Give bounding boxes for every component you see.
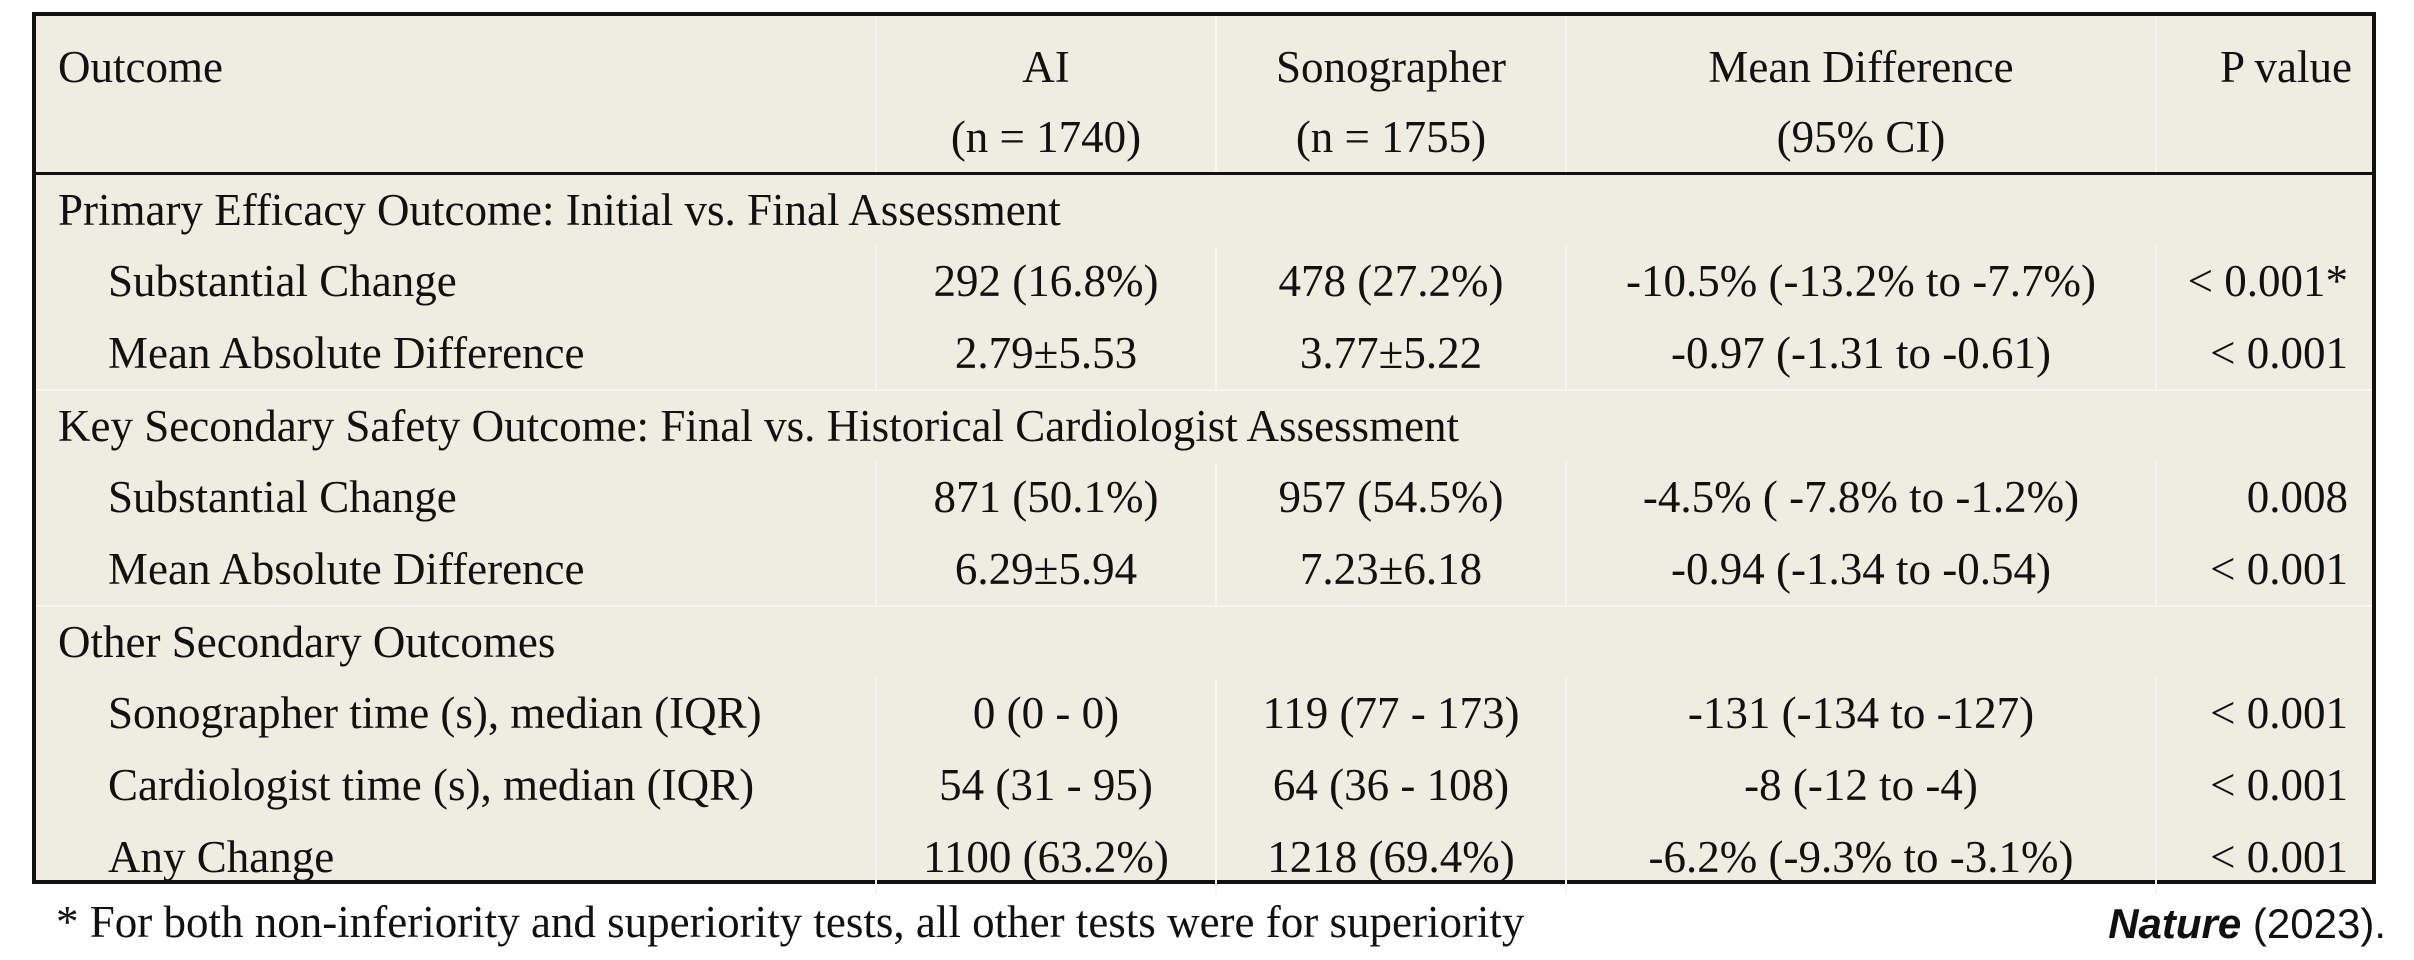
cell-sonographer: 7.23±6.18 bbox=[1215, 533, 1566, 606]
header-outcome: Outcome bbox=[36, 16, 876, 175]
header-row: Outcome AI (n = 1740) Sonographer (n = 1… bbox=[36, 16, 2372, 175]
cell-p-value: < 0.001* bbox=[2155, 245, 2372, 318]
section-title: Primary Efficacy Outcome: Initial vs. Fi… bbox=[36, 172, 2372, 246]
cell-ai: 0 (0 - 0) bbox=[875, 677, 1216, 750]
row-label: Sonographer time (s), median (IQR) bbox=[108, 688, 762, 738]
cell-p-value: < 0.001 bbox=[2155, 533, 2372, 606]
row-label: Mean Absolute Difference bbox=[108, 543, 585, 594]
header-mean-difference-ci: (95% CI) bbox=[1776, 112, 1946, 162]
cell-sonographer: 478 (27.2%) bbox=[1215, 245, 1566, 318]
header-mean-difference-label: Mean Difference bbox=[1708, 42, 2014, 92]
section-title: Other Secondary Outcomes bbox=[36, 604, 2372, 678]
table-row: Substantial Change 871 (50.1%) 957 (54.5… bbox=[36, 461, 2372, 534]
citation-year: (2023). bbox=[2241, 900, 2386, 947]
table-row: Substantial Change 292 (16.8%) 478 (27.2… bbox=[36, 245, 2372, 318]
cell-sonographer: 64 (36 - 108) bbox=[1215, 749, 1566, 822]
cell-mean-difference: -131 (-134 to -127) bbox=[1565, 677, 2156, 750]
table-row: Mean Absolute Difference 2.79±5.53 3.77±… bbox=[36, 317, 2372, 390]
cell-ai: 292 (16.8%) bbox=[875, 245, 1216, 318]
table-row: Cardiologist time (s), median (IQR) 54 (… bbox=[36, 749, 2372, 822]
header-sonographer-n: (n = 1755) bbox=[1295, 112, 1487, 162]
cell-mean-difference: -0.97 (-1.31 to -0.61) bbox=[1565, 317, 2156, 390]
cell-ai: 6.29±5.94 bbox=[875, 533, 1216, 606]
cell-sonographer: 119 (77 - 173) bbox=[1215, 677, 1566, 750]
cell-p-value: < 0.001 bbox=[2155, 821, 2372, 894]
row-label: Substantial Change bbox=[108, 472, 457, 522]
cell-ai: 871 (50.1%) bbox=[875, 461, 1216, 534]
cell-ai: 2.79±5.53 bbox=[875, 317, 1216, 390]
section-header-row: Other Secondary Outcomes bbox=[36, 604, 2372, 678]
section-header-row: Key Secondary Safety Outcome: Final vs. … bbox=[36, 388, 2372, 462]
header-ai-label: AI bbox=[1022, 42, 1070, 92]
cell-p-value: < 0.001 bbox=[2155, 749, 2372, 822]
row-label: Cardiologist time (s), median (IQR) bbox=[108, 760, 755, 810]
header-p-value: P value bbox=[2155, 16, 2372, 175]
header-ai-n: (n = 1740) bbox=[950, 112, 1142, 162]
citation-journal: Nature bbox=[2108, 900, 2242, 947]
table-row: Any Change 1100 (63.2%) 1218 (69.4%) -6.… bbox=[36, 821, 2372, 894]
row-label: Substantial Change bbox=[108, 256, 457, 306]
section-header-row: Primary Efficacy Outcome: Initial vs. Fi… bbox=[36, 172, 2372, 246]
header-mean-difference: Mean Difference (95% CI) bbox=[1565, 16, 2156, 175]
table-footnote: * For both non-inferiority and superiori… bbox=[56, 897, 1525, 947]
cell-mean-difference: -4.5% ( -7.8% to -1.2%) bbox=[1565, 461, 2156, 534]
table-row: Sonographer time (s), median (IQR) 0 (0 … bbox=[36, 677, 2372, 750]
header-sonographer-label: Sonographer bbox=[1276, 42, 1506, 92]
citation: Nature (2023). bbox=[2108, 900, 2386, 948]
cell-sonographer: 957 (54.5%) bbox=[1215, 461, 1566, 534]
cell-p-value: < 0.001 bbox=[2155, 677, 2372, 750]
cell-mean-difference: -10.5% (-13.2% to -7.7%) bbox=[1565, 245, 2156, 318]
cell-mean-difference: -0.94 (-1.34 to -0.54) bbox=[1565, 533, 2156, 606]
cell-ai: 1100 (63.2%) bbox=[875, 821, 1216, 894]
cell-sonographer: 3.77±5.22 bbox=[1215, 317, 1566, 390]
cell-sonographer: 1218 (69.4%) bbox=[1215, 821, 1566, 894]
results-table-container: Outcome AI (n = 1740) Sonographer (n = 1… bbox=[32, 12, 2376, 894]
results-table: Outcome AI (n = 1740) Sonographer (n = 1… bbox=[36, 16, 2372, 894]
cell-ai: 54 (31 - 95) bbox=[875, 749, 1216, 822]
cell-mean-difference: -6.2% (-9.3% to -3.1%) bbox=[1565, 821, 2156, 894]
cell-p-value: < 0.001 bbox=[2155, 317, 2372, 390]
header-sonographer: Sonographer (n = 1755) bbox=[1215, 16, 1566, 175]
table-row: Mean Absolute Difference 6.29±5.94 7.23±… bbox=[36, 533, 2372, 606]
cell-p-value: 0.008 bbox=[2155, 461, 2372, 534]
section-title: Key Secondary Safety Outcome: Final vs. … bbox=[36, 388, 2372, 462]
header-ai: AI (n = 1740) bbox=[875, 16, 1216, 175]
row-label: Mean Absolute Difference bbox=[108, 327, 585, 378]
row-label: Any Change bbox=[108, 832, 335, 882]
cell-mean-difference: -8 (-12 to -4) bbox=[1565, 749, 2156, 822]
